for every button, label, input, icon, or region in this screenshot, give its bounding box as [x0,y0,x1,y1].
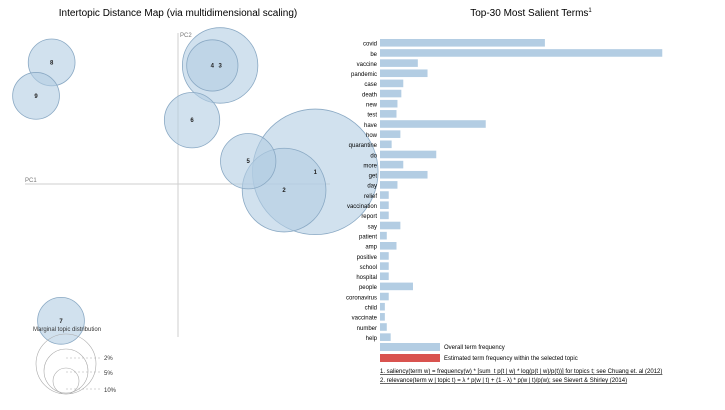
term-label-help: help [366,336,378,342]
term-bar-help[interactable] [380,333,391,341]
topic-label-3: 3 [218,63,222,69]
topic-bubble-9[interactable] [12,72,60,120]
topic-bubbles: 1 2 3 5 6 4 7 8 9 [12,27,379,345]
term-label-new: new [366,103,378,109]
term-bar-vaccine[interactable] [380,59,418,67]
marginal-circle-5pct [43,348,89,394]
term-bars: covid be vaccine pandemic case death new test ha… [346,39,663,342]
marginal-label-2pct: 2% [104,356,113,362]
term-bar-pandemic[interactable] [380,69,428,78]
term-label-positive: positive [357,255,378,261]
term-bar-covid[interactable] [380,39,545,47]
term-bar-say[interactable] [380,221,401,230]
term-label-have: have [364,123,378,129]
footnote-saliency: 1. saliency(term w) = frequency(w) * [su… [380,369,662,375]
term-label-people: people [359,285,378,291]
term-label-be: be [370,52,377,58]
term-label-case: case [364,82,377,88]
term-label-vaccination: vaccination [347,204,377,210]
term-label-test: test [367,113,377,119]
term-bar-have[interactable] [380,120,486,128]
term-bar-report[interactable] [380,211,389,220]
topic-label-5: 5 [247,159,251,165]
pc1-axis-label: PC1 [25,178,37,184]
topic-bubble-6[interactable] [163,92,221,149]
term-label-vaccinate: vaccinate [352,316,378,322]
term-label-patient: patient [359,234,377,240]
salient-terms-title: Top-30 Most Salient Terms1 [470,8,592,19]
topic-label-8: 8 [50,60,54,66]
term-label-relief: relief [364,194,377,200]
term-bar-vaccinate[interactable] [380,313,385,321]
term-label-amp: amp [365,245,377,251]
legend-estimated-label: Estimated term frequency within the sele… [444,356,578,362]
term-bar-people[interactable] [380,282,413,291]
term-bar-relief[interactable] [380,191,389,199]
term-label-pandemic: pandemic [351,72,377,78]
term-label-death: death [362,92,377,98]
pc2-axis-label: PC2 [180,33,192,39]
term-bar-school[interactable] [380,262,389,270]
term-label-hospital: hospital [356,275,377,281]
term-bar-get[interactable] [380,170,428,179]
topic-label-2: 2 [282,188,286,194]
marginal-dist-title: Marginal topic distribution [33,327,101,333]
topic-label-4: 4 [211,63,215,69]
term-bar-amp[interactable] [380,242,397,250]
term-label-do: do [370,153,377,159]
term-bar-new[interactable] [380,99,398,108]
term-bar-test[interactable] [380,110,397,118]
footnote-relevance: 2. relevance(term w | topic t) = λ * p(w… [380,378,627,384]
term-bar-death[interactable] [380,89,402,98]
term-bar-coronavirus[interactable] [380,292,389,301]
topic-label-7: 7 [59,319,63,325]
term-label-get: get [369,174,378,180]
topic-label-9: 9 [34,94,38,100]
term-bar-child[interactable] [380,302,385,311]
term-label-covid: covid [363,42,377,48]
topic-bubble-4[interactable] [186,39,239,92]
term-label-child: child [365,306,377,312]
term-label-number: number [357,326,377,332]
term-bar-positive[interactable] [380,252,389,260]
topic-bubble-5[interactable] [220,133,277,190]
term-bar-day[interactable] [380,181,398,189]
term-bar-number[interactable] [380,323,387,331]
term-bar-more[interactable] [380,160,404,169]
term-label-report: report [361,214,377,220]
topic-label-1: 1 [314,170,318,176]
term-bar-patient[interactable] [380,231,387,240]
term-bar-vaccination[interactable] [380,201,389,209]
term-bar-quarantine[interactable] [380,140,392,149]
term-bar-how[interactable] [380,130,401,138]
term-bar-case[interactable] [380,79,404,88]
term-bar-do[interactable] [380,150,437,159]
term-bar-be[interactable] [380,49,663,57]
term-label-how: how [366,133,378,139]
marginal-circle-2pct [52,367,80,395]
legend-overall-swatch [380,343,440,351]
term-label-quarantine: quarantine [349,143,378,149]
topic-label-6: 6 [190,118,194,124]
term-label-school: school [360,265,377,271]
topic-bubble-7[interactable] [37,296,85,345]
term-bar-hospital[interactable] [380,272,389,281]
marginal-label-5pct: 5% [104,371,113,377]
marginal-label-10pct: 10% [104,388,117,394]
term-label-more: more [363,163,377,169]
term-label-coronavirus: coronavirus [346,295,377,301]
term-label-vaccine: vaccine [357,62,378,68]
term-label-say: say [368,224,377,230]
legend-overall-label: Overall term frequency [444,345,505,351]
intertopic-map-title: Intertopic Distance Map (via multidimens… [59,8,297,19]
term-label-day: day [367,184,377,190]
legend-estimated-swatch [380,354,440,362]
